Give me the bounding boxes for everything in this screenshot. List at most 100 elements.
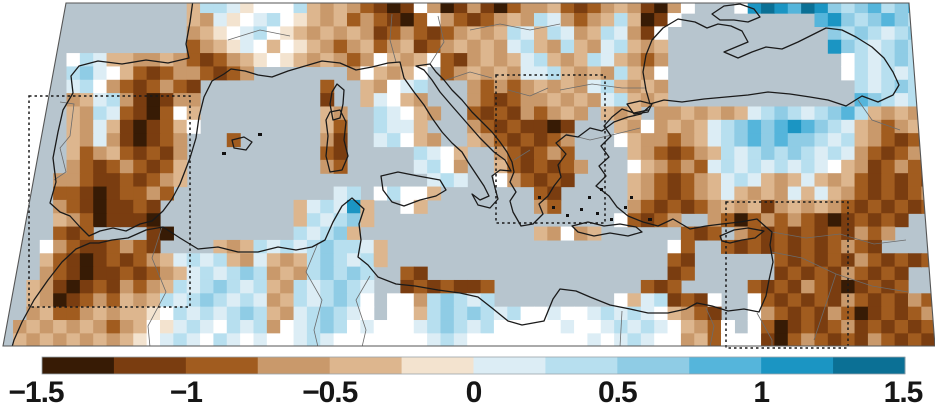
grid-cell xyxy=(240,333,255,346)
grid-cell xyxy=(66,320,81,334)
grid-cell xyxy=(159,226,174,241)
island-corsica xyxy=(329,83,345,121)
grid-cell xyxy=(841,253,856,268)
grid-cell xyxy=(907,133,922,148)
grid-cell xyxy=(667,320,682,334)
grid-cell xyxy=(440,53,455,68)
grid-cell xyxy=(787,320,802,334)
grid-cell xyxy=(39,266,54,281)
grid-cell xyxy=(360,13,375,27)
grid-cell xyxy=(560,106,575,121)
grid-cell xyxy=(881,93,896,108)
grid-cell xyxy=(921,3,935,14)
grid-cell xyxy=(360,93,375,108)
grid-cell xyxy=(547,173,562,188)
grid-cell xyxy=(333,320,348,334)
grid-cell xyxy=(881,79,896,94)
grid-cell xyxy=(360,53,375,68)
grid-cell xyxy=(320,306,335,321)
grid-cell xyxy=(373,66,388,81)
grid-cell xyxy=(333,53,348,68)
grid-cell xyxy=(66,106,81,121)
grid-cell xyxy=(627,199,642,214)
grid-cell xyxy=(881,279,896,294)
grid-cell xyxy=(133,213,148,228)
grid-cell xyxy=(66,133,81,148)
grid-cell xyxy=(867,239,882,254)
grid-cell xyxy=(493,39,508,54)
grid-cell xyxy=(680,146,695,161)
grid-cell xyxy=(627,293,642,308)
grid-cell xyxy=(520,13,535,27)
grid-cell xyxy=(547,53,562,68)
colorbar-segment xyxy=(257,357,331,374)
grid-cell xyxy=(761,133,776,148)
grid-cell xyxy=(266,39,281,54)
grid-cell xyxy=(200,293,215,308)
grid-cell xyxy=(787,133,802,148)
grid-cell xyxy=(493,320,508,334)
grid-cell xyxy=(427,13,442,27)
grid-cell xyxy=(867,146,882,161)
grid-cell xyxy=(306,3,321,14)
grid-cell xyxy=(680,239,695,254)
grid-cell xyxy=(200,13,215,27)
grid-cell xyxy=(253,53,268,68)
grid-cell xyxy=(266,13,281,27)
grid-cell xyxy=(560,26,575,41)
grid-cell xyxy=(493,13,508,27)
grid-cell xyxy=(827,146,842,161)
grid-cell xyxy=(213,266,228,281)
grid-cell xyxy=(680,199,695,214)
grid-cell xyxy=(427,333,442,346)
grid-cell xyxy=(93,253,108,268)
grid-cell xyxy=(574,53,589,68)
grid-cell xyxy=(119,239,134,254)
grid-cell xyxy=(680,266,695,281)
grid-cell xyxy=(186,26,201,41)
island-mallorca xyxy=(231,136,253,151)
grid-cell xyxy=(53,173,68,188)
grid-cell xyxy=(413,119,428,134)
grid-cell xyxy=(266,333,281,346)
grid-cell xyxy=(520,146,535,161)
grid-cell xyxy=(467,79,482,94)
grid-cell xyxy=(560,119,575,134)
grid-cell xyxy=(333,279,348,294)
grid-cell xyxy=(707,320,722,334)
grid-cell xyxy=(320,333,335,346)
grid-cell xyxy=(600,66,615,81)
coast-sea-of-azov xyxy=(711,3,761,23)
grid-cell xyxy=(66,279,81,294)
grid-cell xyxy=(801,119,816,134)
grid-cell xyxy=(560,39,575,54)
grid-cell xyxy=(146,146,161,161)
grid-cell xyxy=(159,93,174,108)
grid-cell xyxy=(159,159,174,174)
grid-cell xyxy=(654,146,669,161)
grid-cell xyxy=(547,66,562,81)
grid-cell xyxy=(707,226,722,241)
grid-cell xyxy=(627,39,642,54)
grid-cell xyxy=(413,79,428,94)
grid-cell xyxy=(747,213,762,228)
grid-cell xyxy=(53,199,68,214)
grid-cell xyxy=(53,239,68,254)
grid-cell xyxy=(346,279,361,294)
grid-cell xyxy=(159,53,174,68)
grid-cell xyxy=(574,13,589,27)
colorbar-outline xyxy=(41,356,906,375)
grid-cell xyxy=(533,226,548,241)
grid-cell xyxy=(226,320,241,334)
grid-cell xyxy=(894,173,909,188)
grid-cell xyxy=(881,13,896,27)
grid-cell xyxy=(133,146,148,161)
grid-cell xyxy=(387,3,402,14)
grid-cell xyxy=(587,3,602,14)
grid-cell xyxy=(921,93,935,108)
grid-cell xyxy=(801,226,816,241)
grid-cell xyxy=(627,3,642,14)
grid-cell xyxy=(814,146,829,161)
grid-cell xyxy=(867,213,882,228)
grid-cell xyxy=(159,279,174,294)
